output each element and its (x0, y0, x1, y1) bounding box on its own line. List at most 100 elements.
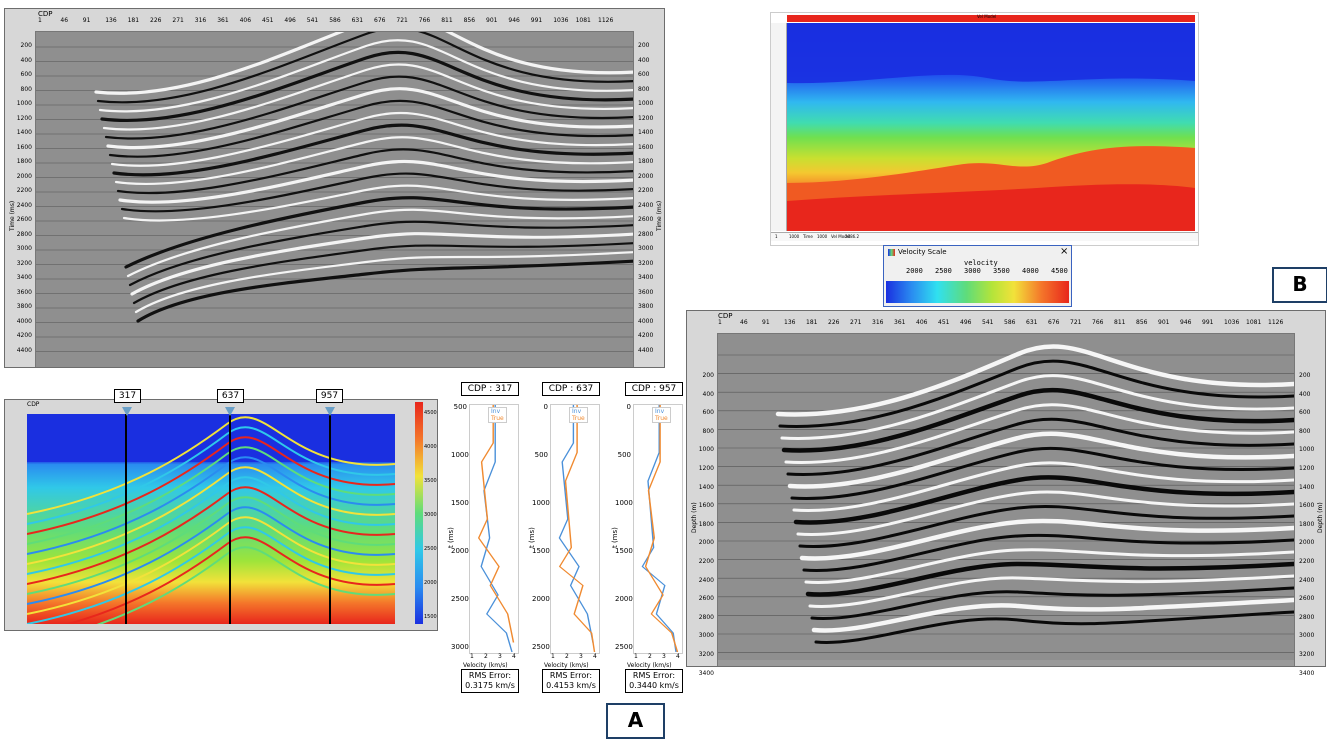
depth-x-tick: 676 (1048, 319, 1060, 326)
y-tick-label-right: 3400 (638, 274, 654, 281)
panel-label-b: B (1272, 267, 1327, 303)
depth-reflector (811, 597, 1294, 633)
x-tick-label: 901 (486, 17, 498, 24)
cdp-marker-957[interactable]: 957 (316, 389, 343, 403)
legend-inv: Inv (655, 408, 665, 415)
depth-y-tick: 800 (702, 427, 714, 435)
close-icon[interactable]: × (1060, 246, 1069, 257)
velocity-overlay-panel: CDP 4500 4000 (4, 399, 438, 631)
rms-error-value: 0.3175 km/s (465, 681, 515, 690)
y-tick-label-right: 3600 (638, 288, 654, 296)
reflector (136, 259, 633, 323)
depth-panel-y-axis-right: Depth (m) 200 400 600 800 1000 1200 1400 1600 18… (1294, 333, 1325, 676)
velocity-scale-tick: 2500 (935, 267, 952, 275)
profile-legend: Inv True (488, 407, 507, 423)
reflector (98, 39, 633, 113)
depth-y-tick: 3400 (698, 669, 714, 677)
overlay-reflector (27, 436, 395, 535)
overlay-reflector (27, 486, 395, 585)
depth-x-tick: 316 (872, 319, 884, 326)
depth-x-tick: 91 (762, 319, 770, 326)
reflector (124, 196, 633, 269)
depth-x-tick: 271 (850, 319, 862, 326)
y-axis-title: Time (ms) (9, 200, 16, 231)
x-tick-label: 991 (530, 17, 543, 24)
overlay-reflector (27, 456, 395, 555)
legend-inv: Inv (491, 408, 501, 415)
profile-x-tick: 3 (579, 653, 583, 660)
reflector (128, 220, 633, 287)
depth-y-tick-right: 1600 (1299, 502, 1315, 510)
y-tick-label-right: 2400 (638, 201, 654, 209)
x-tick-label: 316 (194, 17, 207, 24)
velocity-scale-tick: 3500 (993, 267, 1010, 275)
depth-x-tick: 946 (1180, 319, 1192, 326)
profile-x-tick: 3 (498, 653, 502, 660)
cdp-line-957 (329, 414, 331, 624)
cdp-marker-637[interactable]: 637 (217, 389, 244, 403)
depth-y-tick: 2400 (698, 576, 714, 584)
depth-x-tick: 46 (740, 319, 748, 326)
x-tick-label: 946 (508, 17, 520, 24)
depth-y-tick: 2200 (698, 558, 714, 565)
depth-reflector (796, 490, 1294, 536)
y-tick-label-right: 400 (638, 56, 650, 64)
depth-y-tick: 2600 (698, 595, 714, 603)
inv-curve (641, 405, 677, 653)
x-tick-label: 1081 (575, 17, 591, 24)
x-tick-label: 451 (262, 17, 274, 24)
y-tick-label: 1200 (16, 114, 32, 122)
true-curve (644, 405, 679, 653)
reflector (126, 208, 633, 278)
cdp-marker-317[interactable]: 317 (114, 389, 141, 403)
depth-reflector (804, 548, 1294, 584)
cdp-triangle-317 (122, 407, 132, 416)
depth-panel-x-axis: CDP 1 46 91 136 181 226 271 316 361 406 451 496 541 5… (687, 311, 1325, 334)
depth-reflector (802, 533, 1294, 572)
overlay-colorbar (415, 402, 423, 624)
y-tick-label: 4000 (16, 317, 32, 325)
profile-y-tick: 1000 (451, 451, 469, 459)
legend-inv: Inv (572, 408, 582, 415)
y-tick-label: 1000 (16, 100, 32, 107)
depth-x-tick: 181 (806, 319, 818, 326)
profile-y-label: t (ms) (528, 527, 536, 548)
depth-x-tick: 901 (1158, 319, 1170, 326)
overlay-reflector (27, 496, 395, 595)
reflector (94, 32, 633, 95)
depth-reflector (810, 586, 1294, 620)
depth-reflector (793, 475, 1294, 525)
x-tick-label: 766 (418, 17, 431, 24)
depth-x-tick: 226 (828, 319, 840, 326)
depth-y-tick: 1800 (698, 520, 714, 528)
depth-panel-y-axis-left: Depth (m) 200 400 600 800 1000 1200 1400 1600 18… (687, 333, 718, 676)
overlay-reflector (27, 526, 395, 624)
reflector (120, 172, 633, 213)
rms-error-label: RMS Error: (632, 671, 676, 680)
status-item: 1000 (817, 234, 828, 239)
profile-y-tick: 2500 (532, 643, 550, 651)
overlay-reflector (27, 426, 395, 525)
x-tick-label: 1 (38, 17, 42, 24)
profile-plot: Inv True (633, 404, 683, 654)
profile-plot: Inv True (469, 404, 519, 654)
depth-y-tick-right: 2200 (1299, 558, 1315, 565)
status-item: 1 (775, 234, 778, 239)
x-tick-label: 811 (441, 17, 453, 24)
reflector (134, 251, 633, 314)
colorbar-tick: 4500 (424, 410, 437, 416)
depth-x-tick: 856 (1136, 319, 1148, 326)
depth-y-tick-right: 2400 (1299, 576, 1315, 584)
velocity-scale-axis-title: velocity (964, 259, 998, 267)
depth-seismic-reflections (718, 344, 1294, 653)
x-tick-label: 586 (329, 17, 341, 24)
rms-error-box: RMS Error: 0.4153 km/s (542, 669, 600, 693)
velocity-scale-colorbar (886, 281, 1069, 303)
depth-reflector (780, 374, 1294, 440)
x-tick-label: 856 (463, 17, 476, 24)
cdp-line-637 (229, 414, 231, 624)
depth-y-tick: 400 (702, 390, 714, 398)
depth-x-tick: 1081 (1246, 319, 1262, 326)
y-tick-label-right: 2600 (638, 216, 654, 223)
y-tick-label: 3400 (16, 274, 32, 281)
